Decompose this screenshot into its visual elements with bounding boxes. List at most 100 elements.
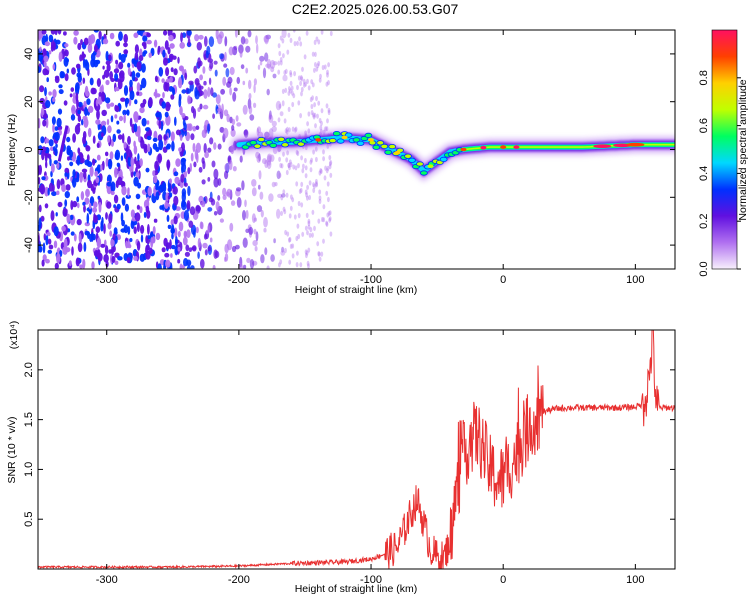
spectrogram-cell [173, 68, 178, 76]
spectrogram-cell [134, 52, 139, 61]
ridge-peak [427, 164, 434, 168]
spectrogram-cell [69, 161, 74, 167]
spectrogram-cell [270, 254, 275, 262]
spectrogram-cell [322, 149, 325, 155]
spectrogram-cell [87, 127, 92, 138]
spectrogram-cell [133, 123, 138, 133]
spectrogram-cell [72, 177, 77, 188]
spectrogram-cell [188, 247, 192, 252]
spectrogram-cell [169, 192, 173, 198]
spectrogram-cell [323, 175, 327, 181]
spectrogram-cell [198, 85, 204, 90]
spectrogram-cell [38, 177, 41, 185]
spectrogram-cell [80, 157, 85, 164]
spectrogram-cell [108, 213, 113, 224]
spectrogram-cell [143, 145, 148, 154]
spectrogram-cell [298, 188, 302, 194]
snr-x-label: Height of straight line (km) [295, 583, 418, 595]
spectrogram-cell [155, 186, 161, 191]
spectrogram-cell [253, 84, 256, 94]
spectrogram-cell [310, 79, 314, 85]
spectrogram-cell [268, 193, 274, 202]
spectrogram-cell [146, 39, 152, 45]
spectrogram-cell [127, 187, 130, 193]
spectrogram-cell [48, 153, 52, 160]
colorbar-ticks: 0.0 0.2 0.4 0.6 0.8 [698, 70, 741, 277]
spectrogram-cell [215, 201, 220, 211]
spectrogram-cell [204, 36, 208, 47]
spectrogram-cell [75, 177, 80, 183]
spectrogram-cell [195, 226, 199, 234]
spectrogram-cell [186, 265, 191, 269]
spectrogram-cell [48, 182, 54, 192]
spectrogram-cell [148, 129, 153, 137]
spectrogram-cell [148, 52, 152, 58]
spectrogram-cell [312, 112, 315, 118]
spectrogram-cell [219, 218, 224, 223]
spectrogram-cell [71, 246, 74, 256]
spectrogram-cell [327, 109, 331, 116]
spectrogram-cell [105, 151, 109, 157]
spectrogram-cell [281, 88, 285, 94]
spectrogram-cell [77, 202, 80, 209]
spectrogram-cell [186, 30, 192, 36]
spectrogram-cell [279, 111, 284, 117]
spectrogram-cell [272, 73, 277, 79]
spectrogram-cell [48, 139, 54, 147]
spectrogram-cell [209, 61, 214, 70]
spectrogram-cell [210, 87, 214, 97]
spectrogram-cell [313, 183, 316, 189]
spectrogram-cell [325, 190, 329, 196]
spectrogram-cell [264, 247, 268, 256]
spectrogram-cell [304, 157, 307, 164]
spectrogram-cell [133, 32, 139, 39]
spectrogram-cell [289, 88, 292, 94]
spectrogram-cell [235, 244, 240, 250]
y-tick-label: 0 [23, 146, 35, 152]
spectrogram-cell [286, 126, 289, 132]
spectrogram-cell [301, 231, 305, 237]
spectrogram-cell [163, 57, 168, 66]
spectrogram-cell [64, 167, 70, 174]
spectrogram-cell [255, 231, 259, 242]
spectrogram-cell [133, 226, 137, 234]
ridge-blob [344, 132, 353, 138]
ridge-blob [372, 144, 381, 150]
spectrogram-cell [309, 96, 313, 103]
spectrogram-cell [161, 204, 165, 211]
spectrogram-cell [155, 232, 161, 241]
spectrogram-cell [299, 187, 303, 193]
spectrogram-cell [173, 215, 178, 225]
spectrogram-cell [236, 122, 242, 127]
spectrogram-cell [289, 70, 292, 76]
spectrogram-cell [195, 205, 201, 212]
spectrogram-cell [120, 155, 124, 161]
spectrogram-cell [328, 164, 332, 170]
spectrogram-cell [282, 189, 286, 195]
spectrogram-cell [50, 210, 55, 222]
ridge-blob [336, 138, 345, 144]
spectrogram-cell [181, 191, 186, 203]
spectrogram-cell [217, 143, 222, 150]
spectrogram-cell [198, 166, 203, 173]
spectrogram-cell [296, 150, 300, 157]
spectrogram-cell [319, 73, 322, 79]
spectrogram-cell [179, 42, 185, 49]
spectrogram-cell [139, 107, 145, 114]
spectrogram-cell [253, 78, 257, 86]
spectrogram-cell [195, 142, 201, 153]
spectrogram-cell [83, 242, 87, 252]
spectrogram-cell [103, 69, 110, 79]
spectrogram-cell [269, 59, 276, 69]
spectrogram-cell [317, 218, 321, 224]
spectrogram-cell [52, 146, 56, 152]
spectrogram-cell [215, 94, 221, 105]
ridge-blob [277, 136, 286, 142]
spectrogram-cell [232, 166, 237, 172]
spectrogram-cell [222, 194, 227, 200]
spectrogram-cell [41, 176, 46, 181]
spectrogram-x-label: Height of straight line (km) [295, 284, 418, 296]
spectrogram-cell [289, 37, 293, 44]
spectrogram-cell [284, 128, 288, 134]
spectrogram-cell [212, 113, 216, 119]
